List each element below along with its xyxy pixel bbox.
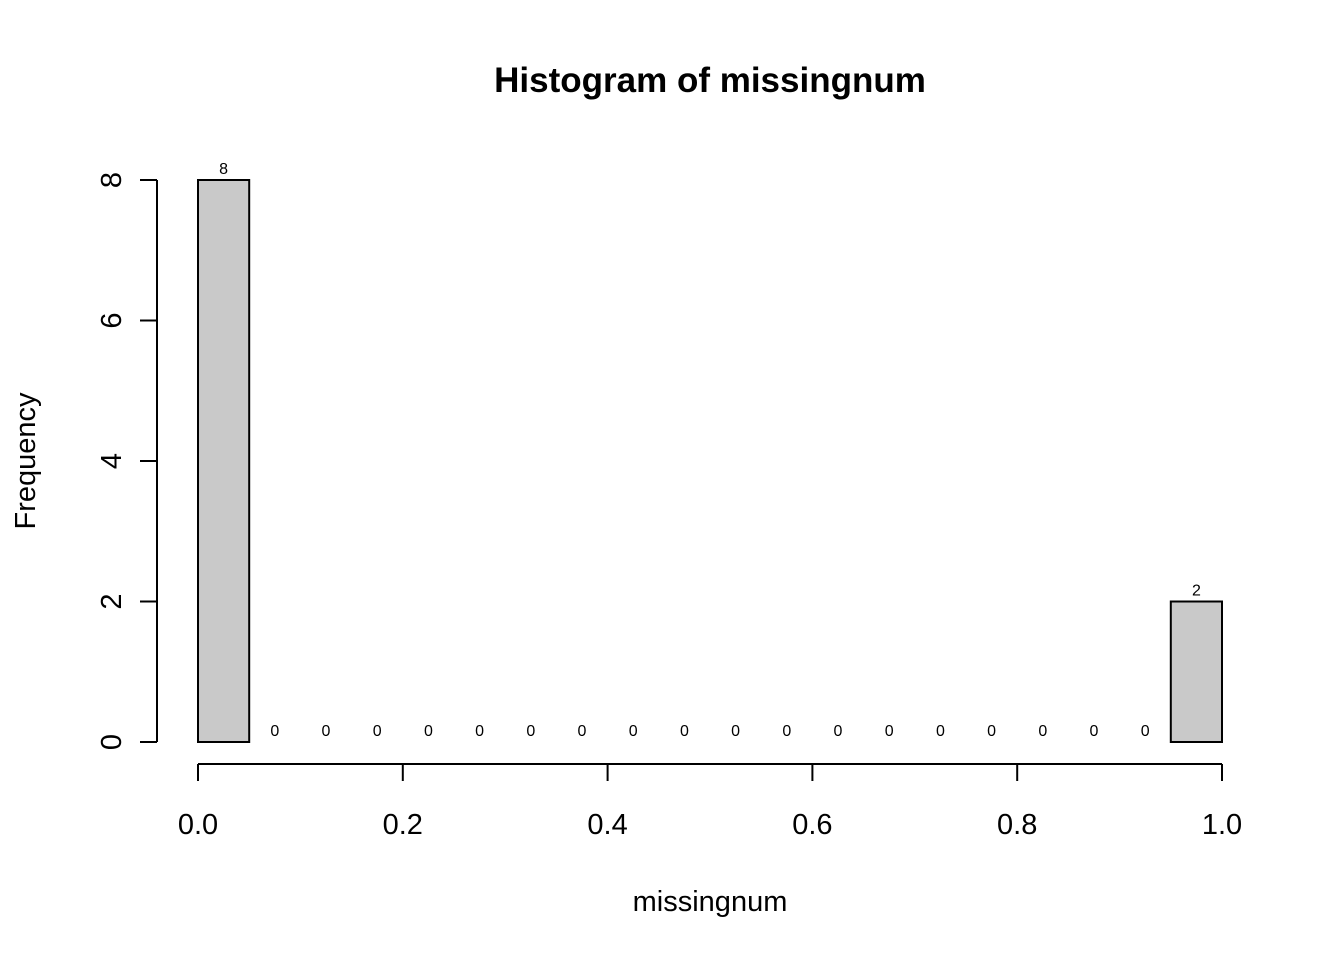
y-tick-label: 6 <box>96 312 128 328</box>
histogram-bar <box>197 179 251 743</box>
bar-count-label: 0 <box>1141 723 1150 740</box>
x-axis: 0.0 0.2 0.4 0.6 0.8 1.0 <box>178 763 1242 841</box>
y-tick-label: 4 <box>96 453 128 469</box>
bar-count-label: 0 <box>578 723 587 740</box>
histogram-bar <box>1169 600 1224 743</box>
x-tick-label: 0.6 <box>792 809 832 841</box>
bar-count-label: 0 <box>475 723 484 740</box>
bar-count-label: 0 <box>936 723 945 740</box>
bar-count-label: 0 <box>987 723 996 740</box>
y-tick-label: 8 <box>96 172 128 188</box>
bar-count-label: 0 <box>1038 723 1047 740</box>
x-tick-label: 1.0 <box>1202 809 1242 841</box>
y-axis: 0 2 4 6 8 <box>96 172 158 750</box>
bar-count-label: 0 <box>834 723 843 740</box>
x-tick-label: 0.0 <box>178 809 218 841</box>
bar-count-label: 0 <box>526 723 535 740</box>
count-labels-group: 8 0 0 0 0 0 0 0 0 0 0 0 0 0 0 0 0 0 0 2 <box>219 161 1201 740</box>
bar-count-label: 0 <box>731 723 740 740</box>
bar-count-label: 0 <box>322 723 331 740</box>
x-axis-label: missingnum <box>633 886 788 918</box>
x-tick-label: 0.4 <box>587 809 627 841</box>
bar-count-label: 0 <box>270 723 279 740</box>
bars-group <box>197 179 1224 743</box>
x-tick-label: 0.2 <box>383 809 423 841</box>
bar-count-label: 2 <box>1192 583 1201 600</box>
bar-count-label: 0 <box>424 723 433 740</box>
y-axis-label: Frequency <box>10 392 42 530</box>
y-tick-label: 0 <box>96 734 128 750</box>
bar-count-label: 0 <box>629 723 638 740</box>
bar-count-label: 0 <box>680 723 689 740</box>
chart-title: Histogram of missingnum <box>494 61 926 100</box>
bar-count-label: 0 <box>782 723 791 740</box>
bar-count-label: 0 <box>1090 723 1099 740</box>
bar-count-label: 8 <box>219 161 228 178</box>
bar-count-label: 0 <box>373 723 382 740</box>
bar-count-label: 0 <box>885 723 894 740</box>
y-tick-label: 2 <box>96 593 128 609</box>
x-tick-label: 0.8 <box>997 809 1037 841</box>
